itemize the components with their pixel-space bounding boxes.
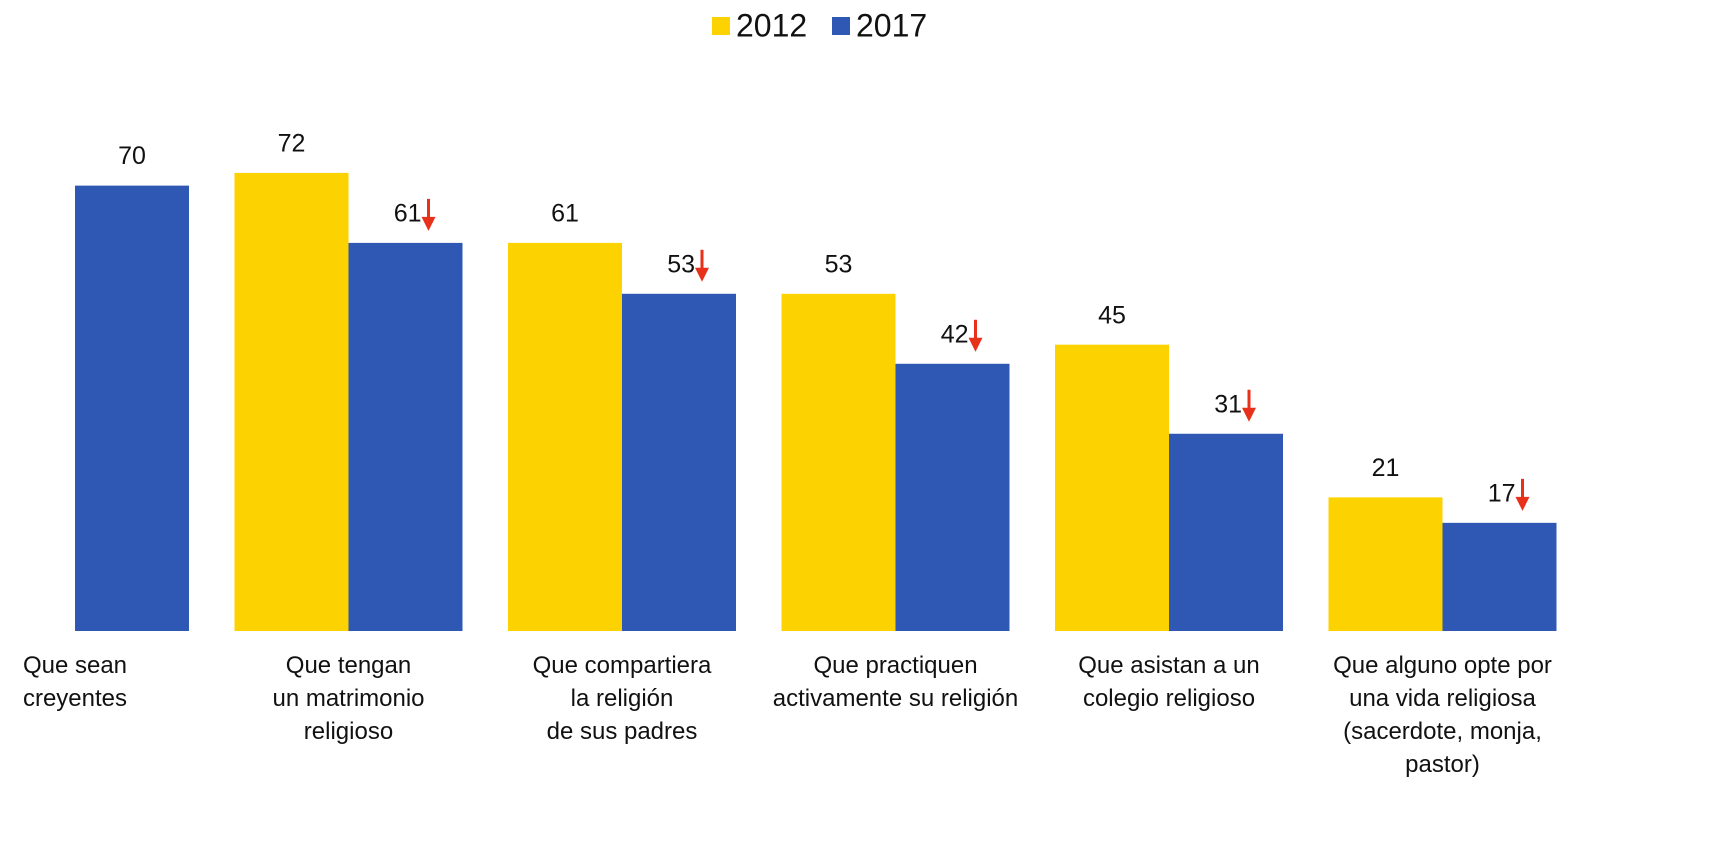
bar — [508, 242, 622, 631]
bar — [1169, 433, 1283, 631]
bar — [348, 242, 463, 631]
bar — [234, 172, 349, 631]
x-tick-label: Que compartiera la religión de sus padre… — [532, 652, 712, 745]
value-label: 17 — [1488, 479, 1516, 507]
legend-swatch — [712, 17, 730, 35]
value-label: 70 — [118, 142, 146, 170]
value-label: 42 — [941, 320, 969, 348]
x-tick-label: Que practiquen activamente su religión — [772, 652, 1019, 712]
down-arrow-head — [1515, 496, 1530, 511]
legend-label: 2012 — [736, 7, 807, 43]
down-arrow-head — [421, 216, 436, 231]
value-label: 21 — [1372, 454, 1400, 482]
down-arrow-head — [695, 267, 709, 282]
bar — [622, 293, 736, 631]
down-arrow-head — [1242, 407, 1256, 422]
bar — [1055, 344, 1169, 631]
value-label: 45 — [1098, 301, 1126, 329]
value-label: 61 — [394, 199, 422, 227]
bar — [1328, 497, 1443, 631]
value-label: 61 — [551, 199, 579, 227]
x-tick-label: Que asistan a un colegio religioso — [1078, 652, 1260, 712]
bar — [75, 185, 189, 631]
legend-label: 2017 — [856, 7, 927, 43]
x-tick-label: Que sean creyentes — [22, 652, 128, 712]
bar — [781, 293, 896, 631]
x-tick-label: Que alguno opte por una vida religiosa (… — [1333, 652, 1552, 778]
value-label: 31 — [1214, 390, 1242, 418]
down-arrow-head — [968, 337, 983, 352]
bar — [1442, 522, 1557, 631]
bar — [895, 363, 1010, 631]
value-label: 53 — [667, 250, 695, 278]
value-label: 53 — [825, 250, 853, 278]
value-label: 72 — [278, 130, 306, 158]
legend-swatch — [832, 17, 850, 35]
x-tick-label: Que tengan un matrimonio religioso — [272, 652, 425, 745]
